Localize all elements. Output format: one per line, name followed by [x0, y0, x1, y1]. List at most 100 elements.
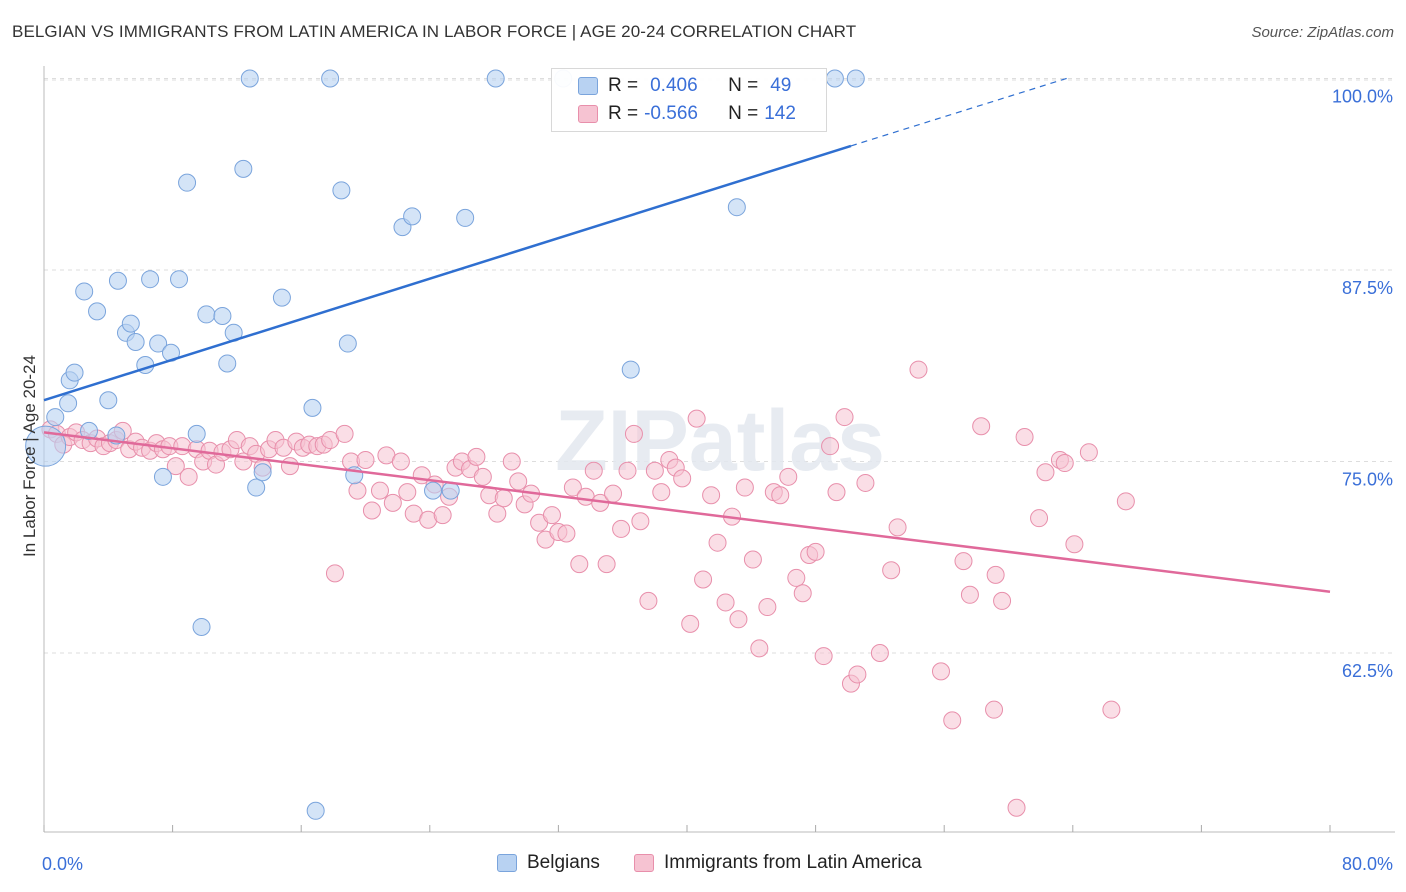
- y-axis-label: In Labor Force | Age 20-24: [20, 355, 39, 557]
- latin-point: [652, 483, 671, 502]
- bottom-swatch-belgians: [497, 854, 517, 872]
- latin-point: [673, 469, 692, 488]
- belgian-point: [424, 481, 443, 500]
- latin-point: [779, 467, 798, 486]
- bottom-legend-label-belgians: Belgians: [527, 852, 600, 873]
- latin-point: [398, 483, 417, 502]
- latin-point: [729, 610, 748, 629]
- y-tick-label: 100.0%: [1332, 87, 1393, 107]
- legend-r-value-latin: -0.566: [644, 103, 698, 124]
- latin-point: [604, 484, 623, 503]
- belgian-point: [234, 159, 253, 178]
- latin-point: [645, 461, 664, 480]
- legend-n-value-latin: 142: [764, 103, 796, 124]
- latin-point: [856, 473, 875, 492]
- latin-point: [888, 518, 907, 537]
- latin-point: [1036, 463, 1055, 482]
- belgian-point: [247, 478, 266, 497]
- correlation-legend: R = 0.406 N = 49 R = -0.566 N = 142: [551, 68, 827, 132]
- latin-point: [960, 585, 979, 604]
- chart-title: BELGIAN VS IMMIGRANTS FROM LATIN AMERICA…: [12, 22, 857, 41]
- latin-point: [631, 512, 650, 531]
- tick-labels: 62.5% 75.0% 87.5% 100.0% 0.0% 80.0%: [42, 87, 1393, 875]
- belgian-point: [272, 288, 291, 307]
- legend-row-latin: R = -0.566 N = 142: [552, 101, 796, 127]
- latin-point: [348, 481, 367, 500]
- latin-point: [542, 506, 561, 525]
- legend-swatch-belgians: [578, 77, 598, 95]
- latin-point: [787, 568, 806, 587]
- belgian-point: [727, 198, 746, 217]
- belgian-point: [846, 69, 865, 88]
- belgian-point: [197, 305, 216, 324]
- latin-point: [716, 593, 735, 612]
- belgian-point: [213, 306, 232, 325]
- belgian-point: [825, 69, 844, 88]
- latin-point: [758, 598, 777, 617]
- bottom-legend-belgians: Belgians: [497, 852, 600, 874]
- latin-trend-line: [43, 431, 1331, 593]
- bottom-legend-latin: Immigrants from Latin America: [634, 852, 922, 874]
- latin-point: [743, 550, 762, 569]
- latin-point: [509, 472, 528, 491]
- legend-r-label: R =: [608, 103, 639, 124]
- latin-point: [882, 561, 901, 580]
- belgian-point: [149, 334, 168, 353]
- latin-point: [870, 644, 889, 662]
- x-tick-label-max: 80.0%: [1342, 854, 1393, 874]
- latin-point: [1015, 427, 1034, 446]
- x-tick-label-min: 0.0%: [42, 854, 83, 874]
- belgian-point: [303, 398, 322, 417]
- latin-point: [735, 478, 754, 497]
- latin-point: [750, 639, 769, 658]
- latin-point: [557, 524, 576, 543]
- belgian-point: [621, 360, 640, 379]
- latin-point: [1055, 454, 1074, 473]
- latin-point: [370, 481, 389, 500]
- bottom-swatch-latin: [634, 854, 654, 872]
- latin-point: [931, 662, 950, 681]
- trend-lines: [43, 76, 1331, 593]
- belgian-point: [218, 354, 237, 373]
- belgian-point: [75, 282, 94, 301]
- latin-point: [986, 565, 1005, 584]
- latin-point: [584, 461, 603, 480]
- belgian-point: [187, 424, 206, 443]
- latin-point: [179, 467, 198, 486]
- belgian-point: [126, 333, 145, 352]
- latin-point: [821, 437, 840, 456]
- belgian-point: [153, 467, 172, 486]
- latin-point: [356, 450, 375, 469]
- latin-point: [848, 665, 867, 684]
- latin-point: [806, 542, 825, 561]
- latin-point: [681, 614, 700, 633]
- latin-point: [1102, 700, 1121, 719]
- latin-point: [325, 564, 344, 583]
- belgian-point: [88, 302, 107, 321]
- belgian-point: [338, 334, 357, 353]
- legend-n-label: N =: [728, 103, 759, 124]
- belgian-point: [456, 208, 475, 227]
- latin-point: [618, 461, 637, 480]
- latin-point: [1065, 535, 1084, 554]
- latin-point: [502, 452, 521, 471]
- latin-point: [488, 504, 507, 523]
- belgian-point: [332, 181, 351, 200]
- legend-r-value-belgians: 0.406: [650, 75, 698, 96]
- latin-point: [1030, 509, 1049, 528]
- latin-point: [687, 409, 706, 428]
- y-tick-label: 87.5%: [1342, 278, 1393, 298]
- belgian-point: [25, 425, 67, 467]
- latin-point: [771, 486, 790, 505]
- belgian-points: [25, 69, 865, 820]
- latin-point: [494, 489, 513, 508]
- y-tick-label: 75.0%: [1342, 470, 1393, 490]
- legend-row-belgians: R = 0.406 N = 49: [552, 73, 791, 99]
- latin-point: [597, 555, 616, 574]
- belgian-point: [46, 408, 65, 427]
- latin-point: [563, 478, 582, 497]
- latin-point: [639, 591, 658, 610]
- latin-point: [1079, 443, 1098, 462]
- belgian-point: [170, 270, 189, 289]
- bottom-legend-label-latin: Immigrants from Latin America: [664, 852, 922, 873]
